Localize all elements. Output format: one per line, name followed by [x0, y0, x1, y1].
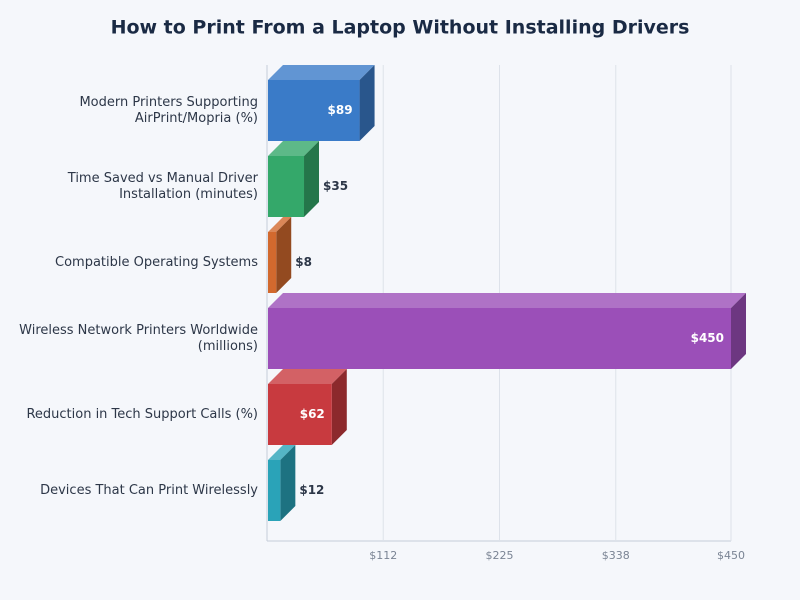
x-tick-label: $338 [602, 549, 630, 562]
bar [268, 308, 731, 369]
bar-top-face [268, 369, 347, 384]
bar-side-face [280, 445, 296, 521]
bar [268, 80, 360, 141]
bar [268, 384, 332, 445]
bar-top-face [268, 141, 320, 156]
bar [268, 460, 281, 521]
x-tick-label: $450 [717, 549, 745, 562]
y-tick-label: Reduction in Tech Support Calls (%) [26, 406, 258, 422]
bar-top-face [268, 445, 296, 460]
y-tick-label: Compatible Operating Systems [55, 254, 258, 270]
bar-side-face [276, 217, 292, 293]
bar-top-face [268, 65, 375, 80]
bar-top-face [268, 293, 746, 308]
bar [268, 232, 277, 293]
x-tick-label: $225 [486, 549, 514, 562]
bar [268, 156, 305, 217]
y-tick-label: Devices That Can Print Wirelessly [40, 482, 258, 498]
value-label: $12 [299, 483, 324, 497]
y-tick-label: Wireless Network Printers Worldwide (mil… [19, 322, 258, 354]
bar-top-face [268, 217, 292, 232]
value-label: $62 [300, 407, 325, 421]
bar-side-face [331, 369, 347, 445]
bar-side-face [304, 141, 320, 217]
value-label: $35 [323, 179, 348, 193]
chart-title: How to Print From a Laptop Without Insta… [111, 17, 690, 39]
y-tick-label: Time Saved vs Manual Driver Installation… [67, 170, 258, 202]
value-label: $450 [691, 331, 724, 345]
y-tick-label: Modern Printers Supporting AirPrint/Mopr… [79, 94, 258, 126]
x-tick-label: $112 [369, 549, 397, 562]
value-label: $89 [328, 103, 353, 117]
bar-side-face [359, 65, 375, 141]
value-label: $8 [295, 255, 312, 269]
bar-side-face [731, 293, 746, 369]
